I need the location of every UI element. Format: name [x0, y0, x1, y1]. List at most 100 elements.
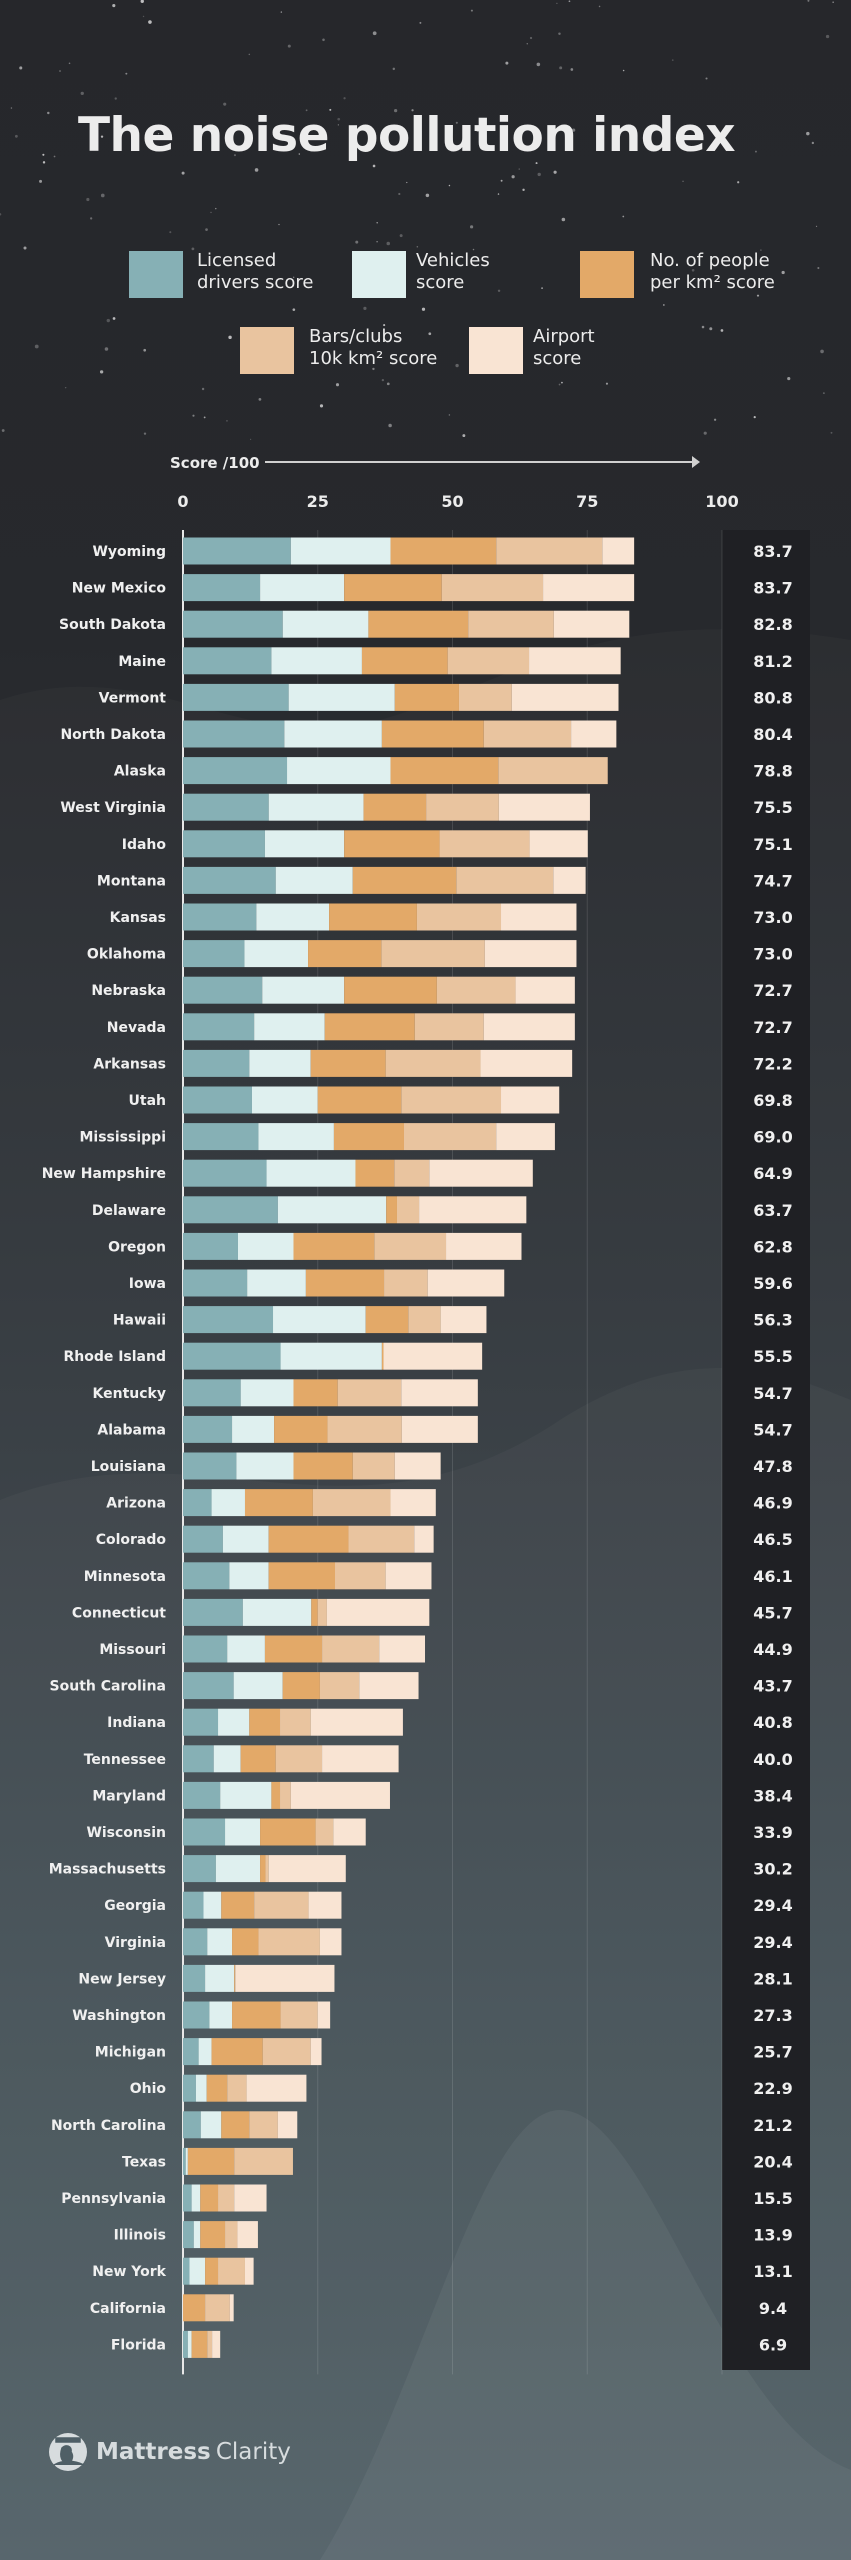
bar-segment-airport-score — [322, 1745, 399, 1773]
total-score-label: 54.7 — [753, 1384, 792, 1403]
total-score-label: 54.7 — [753, 1420, 792, 1439]
total-score-label: 46.9 — [753, 1494, 792, 1513]
total-score-label: 83.7 — [753, 579, 792, 598]
brand-logo: Mattress Clarity — [48, 2432, 291, 2472]
bar-segment-bars-clubs-10k-km-score — [396, 1196, 420, 1224]
bar-segment-licensed-drivers-score — [183, 1964, 206, 1992]
bar-segment-bars-clubs-10k-km-score — [496, 537, 603, 565]
stacked-bar-chart: Score /100 0 25 50 75 100 Wyoming 83.7 New Mex… — [42, 454, 810, 2375]
bar-segment-bars-clubs-10k-km-score — [483, 720, 572, 748]
bar-segment-airport-score — [237, 2221, 258, 2249]
bar-segment-no-of-people-per-km-score — [344, 574, 442, 602]
legend-label-bars-clubs: Bars/clubs 10k km² score — [309, 326, 438, 369]
bar-segment-no-of-people-per-km-score — [394, 683, 459, 711]
bar-segment-vehicles-score — [207, 1928, 233, 1956]
bar-segment-licensed-drivers-score — [183, 1269, 248, 1297]
bar-segment-vehicles-score — [211, 1489, 245, 1517]
bar-segment-licensed-drivers-score — [183, 2147, 186, 2175]
bar-segment-vehicles-score — [258, 1123, 334, 1151]
bar-segment-bars-clubs-10k-km-score — [352, 1452, 395, 1480]
bar-segment-bars-clubs-10k-km-score — [439, 830, 530, 858]
bar-segment-vehicles-score — [284, 720, 382, 748]
bar-segment-vehicles-score — [189, 2257, 206, 2285]
category-label: Colorado — [96, 1532, 167, 1548]
bar-segment-no-of-people-per-km-score — [344, 830, 440, 858]
bar-segment-bars-clubs-10k-km-score — [337, 1379, 402, 1407]
category-label: Maryland — [92, 1788, 166, 1804]
bar-segment-airport-score — [385, 1562, 432, 1590]
total-score-label: 13.1 — [753, 2262, 792, 2281]
total-score-label: 44.9 — [753, 1640, 792, 1659]
bar-segment-licensed-drivers-score — [183, 866, 276, 894]
total-score-label: 81.2 — [753, 652, 792, 671]
bar-segment-vehicles-score — [205, 1964, 235, 1992]
bar-segment-vehicles-score — [280, 1342, 382, 1370]
total-score-label: 74.7 — [753, 871, 792, 890]
bar-segment-vehicles-score — [220, 1781, 272, 1809]
bar-segment-vehicles-score — [262, 976, 345, 1004]
bar-segment-bars-clubs-10k-km-score — [394, 1159, 430, 1187]
bar-segment-no-of-people-per-km-score — [390, 757, 499, 785]
category-label: Arizona — [106, 1496, 166, 1512]
category-label: New York — [92, 2264, 166, 2280]
total-score-label: 72.7 — [753, 1018, 792, 1037]
bar-segment-no-of-people-per-km-score — [381, 720, 484, 748]
bar-segment-bars-clubs-10k-km-score — [249, 2111, 278, 2139]
bar-segment-no-of-people-per-km-score — [293, 1379, 338, 1407]
bar-segment-licensed-drivers-score — [183, 1452, 237, 1480]
bar-segment-vehicles-score — [273, 1306, 366, 1334]
bar-segment-bars-clubs-10k-km-score — [403, 1123, 497, 1151]
total-score-label: 64.9 — [753, 1164, 792, 1183]
total-score-label: 56.3 — [753, 1311, 792, 1330]
total-score-label: 62.8 — [753, 1237, 792, 1256]
bar-segment-licensed-drivers-score — [183, 1635, 228, 1663]
bar-segment-airport-score — [244, 2257, 254, 2285]
category-label: Massachusetts — [49, 1862, 166, 1878]
category-label: Arkansas — [93, 1056, 166, 1072]
bar-segment-no-of-people-per-km-score — [206, 2074, 228, 2102]
bar-segment-bars-clubs-10k-km-score — [327, 1415, 402, 1443]
bar-segment-vehicles-score — [185, 2147, 188, 2175]
category-label: Oregon — [108, 1239, 166, 1255]
bar-segment-airport-score — [234, 2184, 267, 2212]
bar-segment-no-of-people-per-km-score — [311, 1598, 318, 1626]
bar-segment-no-of-people-per-km-score — [221, 2111, 250, 2139]
category-label: Utah — [129, 1093, 166, 1109]
bar-segment-licensed-drivers-score — [183, 1818, 226, 1846]
bar-segment-licensed-drivers-score — [183, 1855, 216, 1883]
bar-segment-vehicles-score — [198, 2038, 212, 2066]
total-score-label: 27.3 — [753, 2006, 792, 2025]
bar-segment-no-of-people-per-km-score — [305, 1269, 385, 1297]
bar-segment-licensed-drivers-score — [183, 1123, 259, 1151]
bar-segment-vehicles-score — [271, 647, 362, 675]
category-label: Indiana — [107, 1715, 166, 1731]
category-label: Illinois — [114, 2228, 166, 2244]
bar-segment-licensed-drivers-score — [183, 2257, 190, 2285]
bar-segment-licensed-drivers-score — [183, 2001, 210, 2029]
bar-segment-licensed-drivers-score — [183, 1781, 221, 1809]
page-title: The noise pollution index — [78, 108, 736, 163]
category-label: California — [90, 2301, 166, 2317]
bar-segment-airport-score — [553, 866, 586, 894]
category-label: Rhode Island — [63, 1349, 166, 1365]
bar-segment-no-of-people-per-km-score — [221, 1891, 255, 1919]
logo-brand-bold: Mattress — [96, 2439, 211, 2465]
category-label: Oklahoma — [87, 947, 166, 963]
bar-segment-licensed-drivers-score — [183, 940, 245, 968]
bar-segment-vehicles-score — [209, 2001, 233, 2029]
total-score-label: 73.0 — [753, 908, 792, 927]
bar-segment-airport-score — [511, 683, 619, 711]
bar-segment-no-of-people-per-km-score — [268, 1525, 349, 1553]
category-label: Nebraska — [91, 983, 166, 999]
bar-segment-no-of-people-per-km-score — [264, 1635, 323, 1663]
total-score-label: 46.5 — [753, 1530, 792, 1549]
total-score-label: 21.2 — [753, 2116, 792, 2135]
category-label: Ohio — [130, 2081, 167, 2097]
total-score-label: 6.9 — [759, 2335, 787, 2354]
bar-segment-bars-clubs-10k-km-score — [384, 1269, 428, 1297]
bar-segment-airport-score — [480, 1049, 573, 1077]
bar-segment-no-of-people-per-km-score — [211, 2038, 263, 2066]
bar-segment-bars-clubs-10k-km-score — [456, 866, 554, 894]
